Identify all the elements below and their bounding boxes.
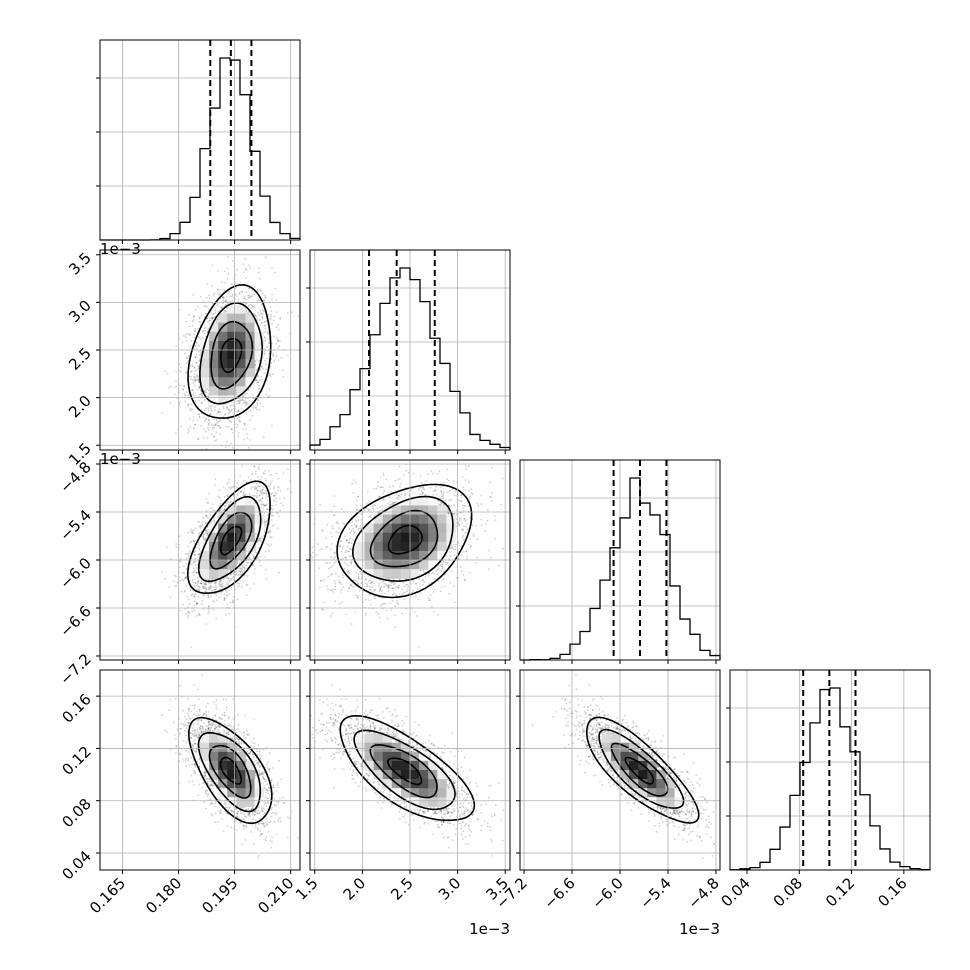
y-tick-label: 2.5 bbox=[65, 344, 95, 374]
contour-2-0-0 bbox=[220, 525, 243, 556]
y-tick-label: 3.5 bbox=[65, 249, 95, 279]
contour-3-2-1 bbox=[610, 742, 669, 797]
panel-frame bbox=[519, 669, 721, 871]
histogram-step-0 bbox=[100, 57, 301, 241]
y-tick-label: −6.0 bbox=[56, 554, 94, 592]
panel-frame bbox=[729, 669, 931, 871]
contour-2-1-2 bbox=[351, 495, 454, 582]
contour-3-1-0 bbox=[387, 757, 423, 786]
contour-3-0-0 bbox=[219, 756, 243, 785]
x-tick-label: −6.0 bbox=[588, 874, 626, 912]
contour-3-1-1 bbox=[369, 744, 438, 799]
density-panel-3-0 bbox=[96, 669, 301, 874]
panel-content bbox=[310, 463, 510, 649]
y-tick-label: −7.2 bbox=[56, 650, 94, 688]
y-offset-label: 1e−3 bbox=[100, 450, 141, 468]
x-tick-label: 0.210 bbox=[254, 874, 297, 917]
x-tick-label: 0.16 bbox=[874, 874, 910, 910]
panel-content bbox=[161, 250, 299, 450]
panel-frame bbox=[99, 39, 301, 241]
x-tick-label: 0.195 bbox=[198, 874, 241, 917]
y-tick-label: 0.16 bbox=[58, 690, 94, 726]
panel-frame bbox=[309, 459, 511, 661]
contour-2-1-0 bbox=[387, 524, 424, 555]
y-offset-label: 1e−3 bbox=[100, 240, 141, 258]
x-tick-label: 3.0 bbox=[435, 874, 465, 904]
density-panel-2-0 bbox=[96, 459, 301, 664]
density-panel-3-1 bbox=[306, 669, 511, 874]
x-tick-label: 0.165 bbox=[86, 874, 129, 917]
y-tick-label: −5.4 bbox=[56, 506, 94, 544]
histogram-step-1 bbox=[309, 267, 511, 450]
panel-frame bbox=[99, 669, 301, 871]
contour-1-0-3 bbox=[187, 283, 272, 419]
panel-content bbox=[161, 674, 299, 859]
histogram-panel-1 bbox=[306, 249, 511, 454]
panel-content bbox=[310, 683, 510, 859]
contour-2-1-3 bbox=[336, 483, 473, 599]
contour-3-2-2 bbox=[598, 728, 685, 809]
panel-content bbox=[531, 674, 717, 859]
x-offset-label: 1e−3 bbox=[679, 920, 720, 938]
x-tick-label: 0.180 bbox=[142, 874, 185, 917]
contour-3-0-3 bbox=[187, 716, 273, 825]
histogram-step-2 bbox=[520, 477, 721, 661]
histogram-step-3 bbox=[729, 687, 931, 871]
contour-3-1-3 bbox=[339, 714, 476, 822]
y-tick-label: 3.0 bbox=[65, 296, 95, 326]
y-tick-label: −6.6 bbox=[56, 602, 94, 640]
contour-2-0-3 bbox=[186, 480, 271, 595]
y-tick-label: 0.08 bbox=[58, 795, 94, 831]
contour-1-0-0 bbox=[220, 338, 243, 373]
panel-frame bbox=[519, 459, 721, 661]
x-tick-label: −6.6 bbox=[540, 874, 578, 912]
contour-3-2-3 bbox=[586, 716, 700, 824]
histogram-panel-2 bbox=[516, 459, 721, 664]
contour-3-2-0 bbox=[624, 756, 655, 785]
panel-frame bbox=[309, 249, 511, 451]
x-tick-label: −5.4 bbox=[636, 874, 674, 912]
contour-1-0-2 bbox=[199, 302, 264, 405]
histogram-panel-0 bbox=[96, 39, 301, 244]
density-panel-2-1 bbox=[306, 459, 511, 664]
density-panel-1-0 bbox=[96, 249, 301, 454]
y-tick-label: 2.0 bbox=[65, 392, 95, 422]
contour-1-0-1 bbox=[210, 320, 254, 390]
y-tick-label: 0.04 bbox=[58, 847, 94, 883]
x-tick-label: 0.04 bbox=[717, 874, 753, 910]
contour-2-0-1 bbox=[209, 511, 253, 570]
y-tick-label: 0.12 bbox=[58, 743, 94, 779]
x-tick-label: −4.8 bbox=[684, 874, 722, 912]
histogram-panel-3 bbox=[726, 669, 931, 874]
contour-3-1-2 bbox=[353, 729, 456, 811]
panel-frame bbox=[99, 249, 301, 451]
x-tick-label: 1.5 bbox=[292, 874, 322, 904]
x-tick-label: 2.5 bbox=[387, 874, 417, 904]
panel-frame bbox=[99, 459, 301, 661]
y-tick-label: −4.8 bbox=[56, 458, 94, 496]
panel-frame bbox=[309, 669, 511, 871]
contour-3-0-2 bbox=[197, 731, 262, 813]
contour-3-0-1 bbox=[208, 744, 252, 799]
x-tick-label: 2.0 bbox=[340, 874, 370, 904]
x-offset-label: 1e−3 bbox=[469, 920, 510, 938]
x-tick-label: 0.12 bbox=[822, 874, 858, 910]
x-tick-label: 0.08 bbox=[770, 874, 806, 910]
density-panel-3-2 bbox=[516, 669, 721, 874]
contour-2-0-2 bbox=[197, 496, 262, 583]
panel-content bbox=[161, 463, 293, 649]
